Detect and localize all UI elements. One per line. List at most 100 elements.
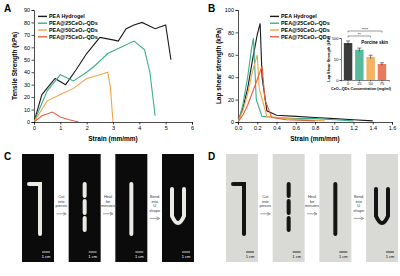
step-arrow <box>103 212 113 215</box>
photo-background <box>319 154 351 262</box>
panel-label: D <box>208 151 215 162</box>
y-axis-title: Tensile Strength (kPa) <box>11 32 19 100</box>
significance-label: **** <box>362 27 369 32</box>
bar <box>366 57 374 80</box>
tick: 1.6 <box>389 122 397 131</box>
inset-title: Porcine skin <box>361 40 388 45</box>
plot-area <box>238 23 373 122</box>
hydrogel-sample <box>233 184 244 234</box>
y-axis-title: Lap shear strength (kPa) <box>215 28 223 104</box>
tick-label: 1.6 <box>389 125 397 131</box>
scale-bar-line <box>182 252 190 253</box>
error-line <box>357 48 361 49</box>
tick: 0.6 <box>292 122 300 131</box>
scale-bar-label: 1 cm <box>339 254 348 259</box>
step-arrow <box>56 212 66 215</box>
chart-panel: 01234560102030405060708090Strain (mm/mm)… <box>4 3 194 143</box>
scale-bar-label: 1 cm <box>42 254 51 259</box>
hydrogel-sample <box>333 184 337 234</box>
tick: 0 <box>347 80 350 86</box>
yticks-axis: 050100 <box>332 36 342 83</box>
step-label: Healforminutes <box>101 194 115 208</box>
tick-label: 0 <box>33 125 36 131</box>
photo-background <box>273 154 305 262</box>
tick-label: 0 <box>27 119 30 125</box>
tick-label: 4 <box>138 125 141 131</box>
tick-label: 80 <box>24 20 30 26</box>
photo-background <box>22 154 54 262</box>
tick: 80 <box>24 20 34 26</box>
x-axis-title: CeO₂-QDs Concentration (mg/ml) <box>331 87 392 91</box>
scale-bar-label: 1 cm <box>88 254 97 259</box>
legend-label: PEA@75CeO₂-QDs <box>281 34 330 40</box>
tick: 50 <box>368 80 373 86</box>
photo-background <box>162 154 194 262</box>
axis-line <box>236 11 239 123</box>
tick: 50 <box>24 57 34 63</box>
tick-label: 0.4 <box>273 125 281 131</box>
series-line <box>238 23 373 122</box>
error-line <box>369 55 373 56</box>
hydrogel-piece <box>83 201 87 213</box>
tick-label: 0 <box>347 81 350 86</box>
tick-mark <box>32 110 35 111</box>
photo: 1 cm <box>115 154 147 262</box>
hydrogel-sample <box>29 184 40 234</box>
tick: 40 <box>24 69 34 75</box>
tick: 1.0 <box>331 122 339 131</box>
tick: 0.0 <box>235 122 243 131</box>
photo: 1 cm <box>69 154 101 262</box>
legend-label: PEA@25CeO₂-QDs <box>49 20 98 26</box>
hydrogel-sample <box>376 189 388 223</box>
scale-bar-line <box>42 252 50 253</box>
photo: 1 cm <box>162 154 194 262</box>
hydrogel-piece <box>287 201 291 213</box>
tick-mark <box>32 60 35 61</box>
error-line <box>381 63 382 66</box>
axis-line <box>32 11 35 123</box>
step-arrow <box>307 212 317 215</box>
scale-bar-line <box>246 252 254 253</box>
tick-mark <box>236 10 239 11</box>
error-bars <box>346 41 384 65</box>
step-arrow <box>150 217 160 220</box>
tick: 75 <box>380 80 385 86</box>
step-arrow <box>260 212 270 215</box>
tick-mark <box>32 10 35 11</box>
hydrogel-sample <box>172 189 184 223</box>
tick-label: 5 <box>165 125 168 131</box>
photo-background <box>366 154 398 262</box>
tick-mark <box>236 32 239 33</box>
tick-mark <box>32 35 35 36</box>
y-axis-title: Lap Shear Strength (kPa) <box>327 36 331 82</box>
legend-swatch <box>270 16 279 17</box>
tick-label: 3 <box>112 125 115 131</box>
tick-mark <box>236 100 239 101</box>
bar <box>378 64 386 80</box>
tick: 0 <box>231 119 238 125</box>
tick-label: 1.0 <box>331 125 339 131</box>
tick-label: 25 <box>357 81 362 86</box>
error-line <box>370 55 371 58</box>
panel-label: C <box>4 151 11 162</box>
tick-label: 20 <box>228 97 234 103</box>
tick-label: 0 <box>336 78 339 83</box>
photo: 1 cm <box>226 154 258 262</box>
legend-label: PEA@25CeO₂-QDs <box>281 20 330 26</box>
tick-label: 50 <box>334 57 339 62</box>
bar <box>344 43 352 80</box>
tick-mark <box>32 47 35 48</box>
error-bar <box>357 48 361 51</box>
tick-label: 75 <box>380 81 385 86</box>
step-label: Cutintopieces <box>56 194 68 208</box>
x-axis-title: Strain (mm/mm) <box>88 135 137 143</box>
legend-label: PEA@50CeO₂-QDs <box>281 27 330 33</box>
inset-chart: 0255075050100CeO₂-QDs Concentration (mg/… <box>327 27 392 91</box>
tick-label: 0.2 <box>254 125 262 131</box>
tick-label: 90 <box>24 7 30 13</box>
photo: 1 cm <box>22 154 54 262</box>
photo: 1 cm <box>366 154 398 262</box>
tick-label: 30 <box>24 82 30 88</box>
hydrogel-piece <box>83 218 87 230</box>
tick: 1.4 <box>369 122 377 131</box>
